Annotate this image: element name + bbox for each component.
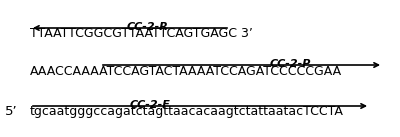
Text: tgcaatgggccagatctagttaacacaagtctattaatacTCCTA: tgcaatgggccagatctagttaacacaagtctattaatac… — [30, 105, 344, 118]
Text: AAACCAAAATCCAGTACTAAAATCCAGATCCCCCGAA: AAACCAAAATCCAGTACTAAAATCCAGATCCCCCGAA — [30, 65, 342, 78]
Text: CC-2-P: CC-2-P — [270, 59, 311, 69]
Text: CC-2-F: CC-2-F — [130, 100, 171, 110]
Text: 5’: 5’ — [5, 105, 18, 118]
Text: TTAATTCGGCGTTAATTCAGTGAGC 3’: TTAATTCGGCGTTAATTCAGTGAGC 3’ — [30, 27, 253, 40]
Text: CC-2-R: CC-2-R — [127, 22, 169, 32]
